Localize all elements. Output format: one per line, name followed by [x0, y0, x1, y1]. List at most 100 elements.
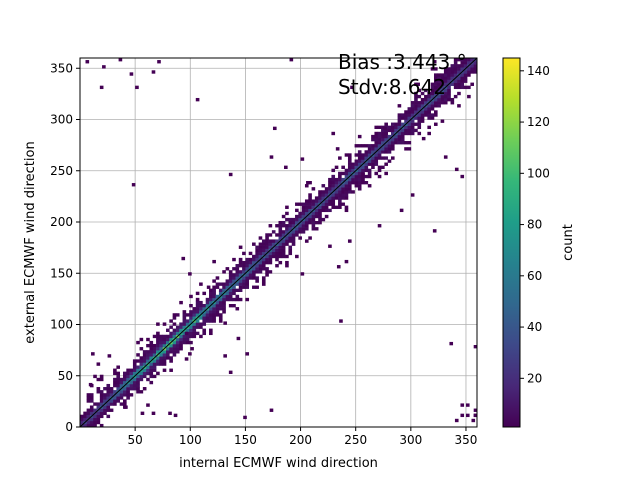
- heatmap-cell: [146, 350, 150, 354]
- heatmap-cell: [351, 162, 355, 166]
- heatmap-cell: [443, 88, 448, 93]
- heatmap-cell: [308, 205, 312, 209]
- heatmap-cell: [447, 67, 451, 71]
- heatmap-cell: [181, 256, 186, 261]
- heatmap-cell: [199, 316, 203, 320]
- heatmap-cell: [470, 58, 474, 62]
- heatmap-cell: [318, 220, 322, 225]
- heatmap-cell: [119, 393, 124, 397]
- heatmap-cell: [424, 101, 428, 105]
- heatmap-cell: [457, 79, 461, 83]
- heatmap-cell: [314, 220, 319, 225]
- heatmap-cell: [397, 122, 402, 126]
- heatmap-cell: [232, 267, 236, 271]
- heatmap-cell: [367, 168, 372, 173]
- heatmap-cell: [96, 411, 101, 415]
- heatmap-cell: [156, 343, 160, 348]
- heatmap-cell: [361, 177, 365, 182]
- heatmap-cell: [390, 131, 395, 136]
- heatmap-cell: [96, 420, 101, 425]
- heatmap-cell: [109, 387, 114, 391]
- heatmap-cell: [440, 119, 445, 123]
- heatmap-cell: [129, 72, 134, 76]
- heatmap-cell: [102, 65, 106, 69]
- heatmap-cell: [119, 377, 124, 382]
- x-tick-label: 300: [399, 433, 422, 447]
- heatmap-cell: [443, 94, 448, 99]
- heatmap-cell: [341, 187, 345, 191]
- heatmap-cell: [390, 122, 395, 126]
- heatmap-cell: [245, 297, 250, 302]
- heatmap-cell: [235, 282, 240, 286]
- heatmap-cell: [384, 162, 388, 166]
- heatmap-cell: [443, 155, 448, 159]
- heatmap-cell: [427, 131, 431, 136]
- heatmap-cell: [304, 184, 309, 188]
- heatmap-cell: [232, 285, 236, 289]
- heatmap-cell: [119, 396, 124, 400]
- heatmap-cell: [152, 374, 157, 379]
- heatmap-cell: [281, 214, 286, 219]
- heatmap-cell: [172, 350, 177, 354]
- heatmap-cell: [275, 251, 279, 256]
- heatmap-cell: [126, 390, 130, 394]
- heatmap-cell: [295, 214, 299, 219]
- heatmap-cell: [96, 362, 101, 366]
- heatmap-cell: [427, 116, 431, 120]
- heatmap-cell: [119, 390, 124, 394]
- heatmap-cell: [228, 291, 233, 296]
- heatmap-cell: [420, 97, 425, 102]
- heatmap-cell: [381, 137, 385, 142]
- heatmap-cell: [222, 288, 226, 292]
- heatmap-cell: [433, 113, 438, 117]
- heatmap-cell: [83, 417, 87, 422]
- heatmap-cell: [209, 331, 213, 336]
- heatmap-cell: [189, 313, 193, 317]
- heatmap-cell: [331, 187, 336, 191]
- heatmap-cell: [361, 144, 365, 148]
- heatmap-cell: [394, 125, 398, 130]
- heatmap-cell: [258, 251, 263, 256]
- heatmap-cell: [457, 82, 461, 86]
- heatmap-cell: [179, 322, 183, 326]
- heatmap-cell: [162, 362, 167, 366]
- bias-annotation: Bias :3.443 °: [338, 50, 467, 74]
- heatmap-cell: [291, 236, 296, 240]
- heatmap-cell: [404, 116, 408, 120]
- heatmap-cell: [149, 380, 154, 385]
- heatmap-cell: [99, 85, 104, 90]
- heatmap-cell: [261, 245, 266, 249]
- heatmap-cell: [212, 279, 216, 283]
- heatmap-cell: [437, 101, 441, 105]
- heatmap-cell: [453, 94, 458, 99]
- heatmap-cell: [354, 184, 359, 188]
- heatmap-cell: [321, 205, 326, 209]
- heatmap-cell: [175, 343, 180, 348]
- heatmap-cell: [427, 91, 431, 96]
- heatmap-cell: [285, 224, 289, 228]
- heatmap-cell: [351, 165, 355, 169]
- heatmap-cell: [457, 58, 461, 62]
- heatmap-cell: [430, 113, 435, 117]
- heatmap-cell: [424, 107, 428, 111]
- heatmap-cell: [354, 171, 359, 176]
- heatmap-cell: [344, 259, 349, 264]
- heatmap-cell: [99, 414, 104, 419]
- heatmap-cell: [269, 408, 274, 412]
- heatmap-cell: [306, 181, 310, 185]
- heatmap-cell: [261, 248, 266, 253]
- heatmap-cell: [131, 183, 136, 187]
- heatmap-cell: [85, 60, 90, 64]
- heatmap-cell: [192, 310, 197, 314]
- heatmap-cell: [440, 73, 445, 77]
- heatmap-cell: [124, 405, 128, 409]
- heatmap-cell: [255, 264, 259, 268]
- heatmap-cell: [126, 377, 130, 382]
- heatmap-cell: [116, 399, 120, 403]
- heatmap-cell: [285, 236, 289, 240]
- heatmap-cell: [341, 177, 345, 182]
- heatmap-cell: [295, 227, 299, 231]
- heatmap-cell: [457, 67, 461, 71]
- heatmap-cell: [371, 159, 375, 163]
- heatmap-cell: [149, 362, 154, 366]
